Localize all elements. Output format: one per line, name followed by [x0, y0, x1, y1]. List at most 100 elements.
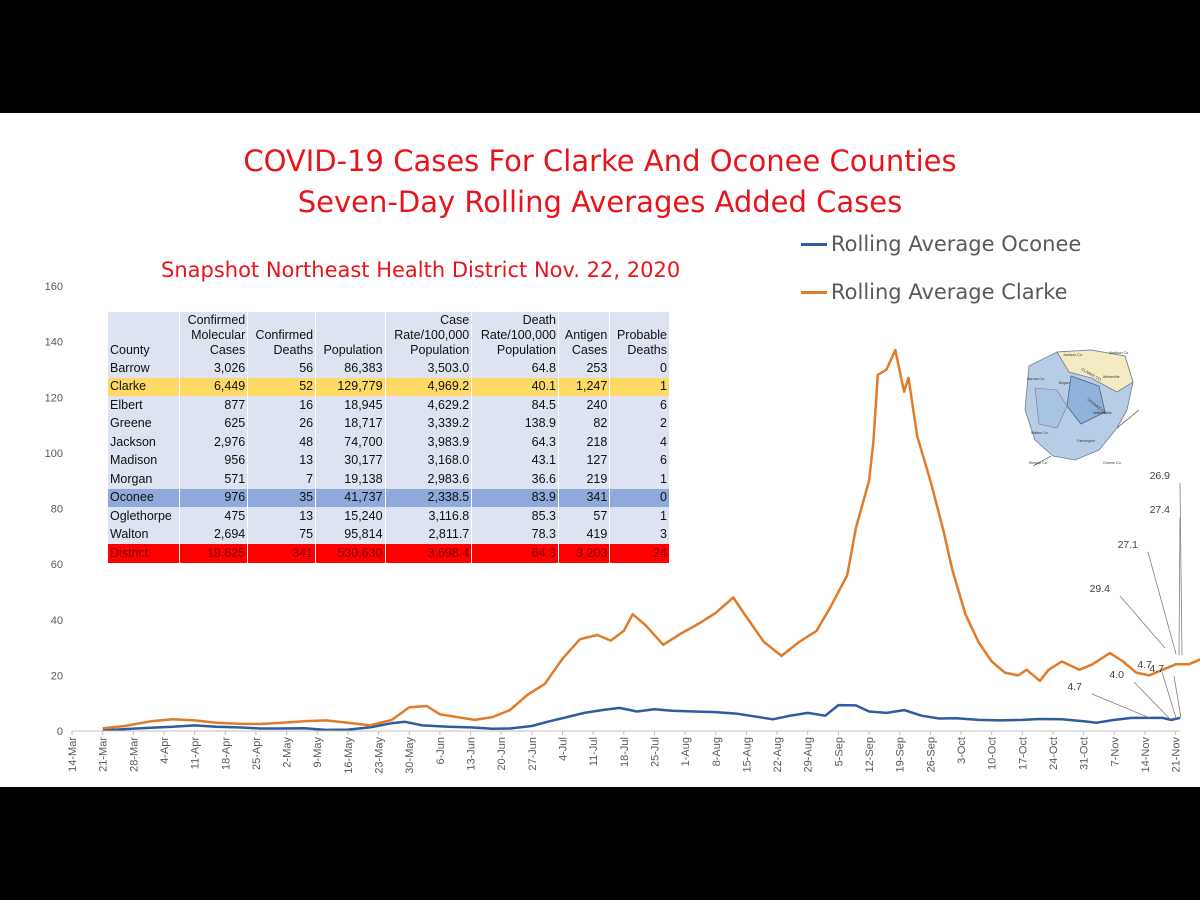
table-column-header: Death Rate/100,000 Population: [471, 312, 559, 359]
map-label: Morgan Co.: [1029, 461, 1048, 465]
x-tick-label: 11-Jul: [588, 737, 600, 766]
x-tick-label: 28-Mar: [128, 737, 140, 772]
table-row: Barrow 3,026 56 86,383 3,503.0 64.8 253 0: [108, 359, 670, 378]
header-line: Confirmed: [187, 313, 246, 327]
table-cell: 18,717: [315, 414, 386, 433]
map-label: Walton Co.: [1031, 431, 1049, 435]
table-row: Elbert 877 16 18,945 4,629.2 84.5 240 6: [108, 396, 670, 415]
x-tick-label: 18-Jul: [619, 737, 631, 767]
header-line: Molecular: [191, 328, 246, 342]
x-tick-label: 24-Oct: [1048, 737, 1060, 770]
x-tick-label: 12-Sep: [864, 737, 876, 772]
table-cell: 19,138: [315, 470, 386, 489]
table-cell: Madison: [108, 451, 181, 470]
y-tick-label: 40: [51, 615, 63, 627]
table-cell: 3: [609, 525, 670, 544]
table-cell: 16: [247, 396, 317, 415]
x-tick-label: 10-Oct: [987, 737, 999, 770]
table-cell: 1,247: [558, 377, 611, 396]
table-column-header: County: [108, 312, 181, 359]
header-line: Cases: [571, 343, 608, 357]
table-cell: 877: [179, 396, 249, 415]
legend-label-oconee: Rolling Average Oconee: [831, 232, 1082, 256]
table-cell: 7: [247, 470, 317, 489]
table-cell: 571: [179, 470, 249, 489]
table-cell: 36.6: [471, 470, 559, 489]
map-label: Barrow Co.: [1027, 377, 1045, 381]
x-tick-label: 13-Jun: [466, 737, 478, 771]
table-cell: 127: [558, 451, 611, 470]
table-cell: 6: [609, 451, 670, 470]
table-cell: 24: [609, 544, 670, 563]
header-line: Death: [522, 313, 556, 327]
annotation-leader-line: [1173, 675, 1182, 719]
x-tick-label: 3-Oct: [956, 737, 968, 764]
annotation-label: 4.0: [1109, 669, 1124, 681]
annotation-leader-line: [1179, 482, 1183, 656]
table-cell: 3,116.8: [385, 507, 473, 526]
x-tick-label: 20-Jun: [496, 737, 508, 771]
chart-title: COVID-19 Cases For Clarke And Oconee Cou…: [0, 141, 1200, 223]
county-map: Jackson Co. Madison Co. Barrow Co. CLARK…: [1024, 349, 1139, 467]
table-cell: 75: [247, 525, 317, 544]
table-cell: 82: [558, 414, 611, 433]
table-cell: 2,983.6: [385, 470, 473, 489]
annotation-label: 29.4: [1090, 583, 1111, 595]
table-cell: 4: [609, 433, 670, 452]
table-row: Morgan 571 7 19,138 2,983.6 36.6 219 1: [108, 470, 670, 489]
annotation-label: 4.7: [1137, 659, 1152, 671]
table-column-header: Probable Deaths: [609, 312, 670, 359]
x-tick-label: 5-Sep: [833, 737, 845, 766]
table-cell: 341: [558, 488, 611, 507]
table-cell: Oglethorpe: [108, 507, 181, 526]
table-cell: 13: [247, 507, 317, 526]
table-cell: 35: [247, 488, 317, 507]
x-tick-label: 1-Aug: [680, 737, 692, 766]
map-label: Farmington: [1077, 439, 1095, 443]
header-line: Deaths: [273, 343, 314, 357]
table-cell: 30,177: [315, 451, 386, 470]
table-cell: 74,700: [315, 433, 386, 452]
y-tick-label: 80: [51, 504, 63, 516]
table-cell: 0: [609, 359, 670, 378]
table-cell: 6,449: [179, 377, 249, 396]
table-cell: 56: [247, 359, 317, 378]
annotation-leader-line: [1091, 693, 1151, 719]
header-line: Rate/100,000: [480, 328, 556, 342]
series-line-clarke: [102, 348, 1200, 730]
annotation-leader-line: [1161, 671, 1177, 719]
header-line: Population: [323, 343, 383, 357]
table-cell: 3,983.9: [385, 433, 473, 452]
map-label: Watkinsville: [1093, 411, 1112, 415]
table-cell: 83.9: [471, 488, 559, 507]
header-line: County: [110, 343, 150, 357]
table-cell: 3,168.0: [385, 451, 473, 470]
map-label: Bogart: [1059, 381, 1070, 385]
x-tick-label: 11-Apr: [190, 737, 202, 770]
table-cell: 57: [558, 507, 611, 526]
annotation-leader-line: [1178, 516, 1181, 656]
annotation-leader-line: [1133, 681, 1171, 720]
header-line: Rate/100,000: [394, 328, 470, 342]
legend-swatch-clarke: [801, 290, 827, 294]
table-cell: 43.1: [471, 451, 559, 470]
table-cell: 1: [609, 377, 670, 396]
table-cell: Clarke: [108, 377, 181, 396]
annotation-leader-line: [1119, 595, 1166, 649]
table-cell: 64.8: [471, 359, 559, 378]
table-cell: 19,625: [179, 544, 249, 563]
table-row: Clarke 6,449 52 129,779 4,969.2 40.1 1,247 1: [108, 377, 670, 396]
table-cell: 40.1: [471, 377, 559, 396]
table-cell: 6: [609, 396, 670, 415]
table-cell: 219: [558, 470, 611, 489]
table-cell: 64.3: [471, 544, 559, 563]
table-cell: Morgan: [108, 470, 181, 489]
y-tick-label: 160: [45, 281, 63, 293]
annotation-label: 27.4: [1150, 504, 1171, 516]
table-cell: 3,698.4: [385, 544, 473, 563]
table-cell: District: [108, 544, 181, 563]
table-cell: 78.3: [471, 525, 559, 544]
table-cell: 3,339.2: [385, 414, 473, 433]
header-line: Cases: [209, 343, 246, 357]
